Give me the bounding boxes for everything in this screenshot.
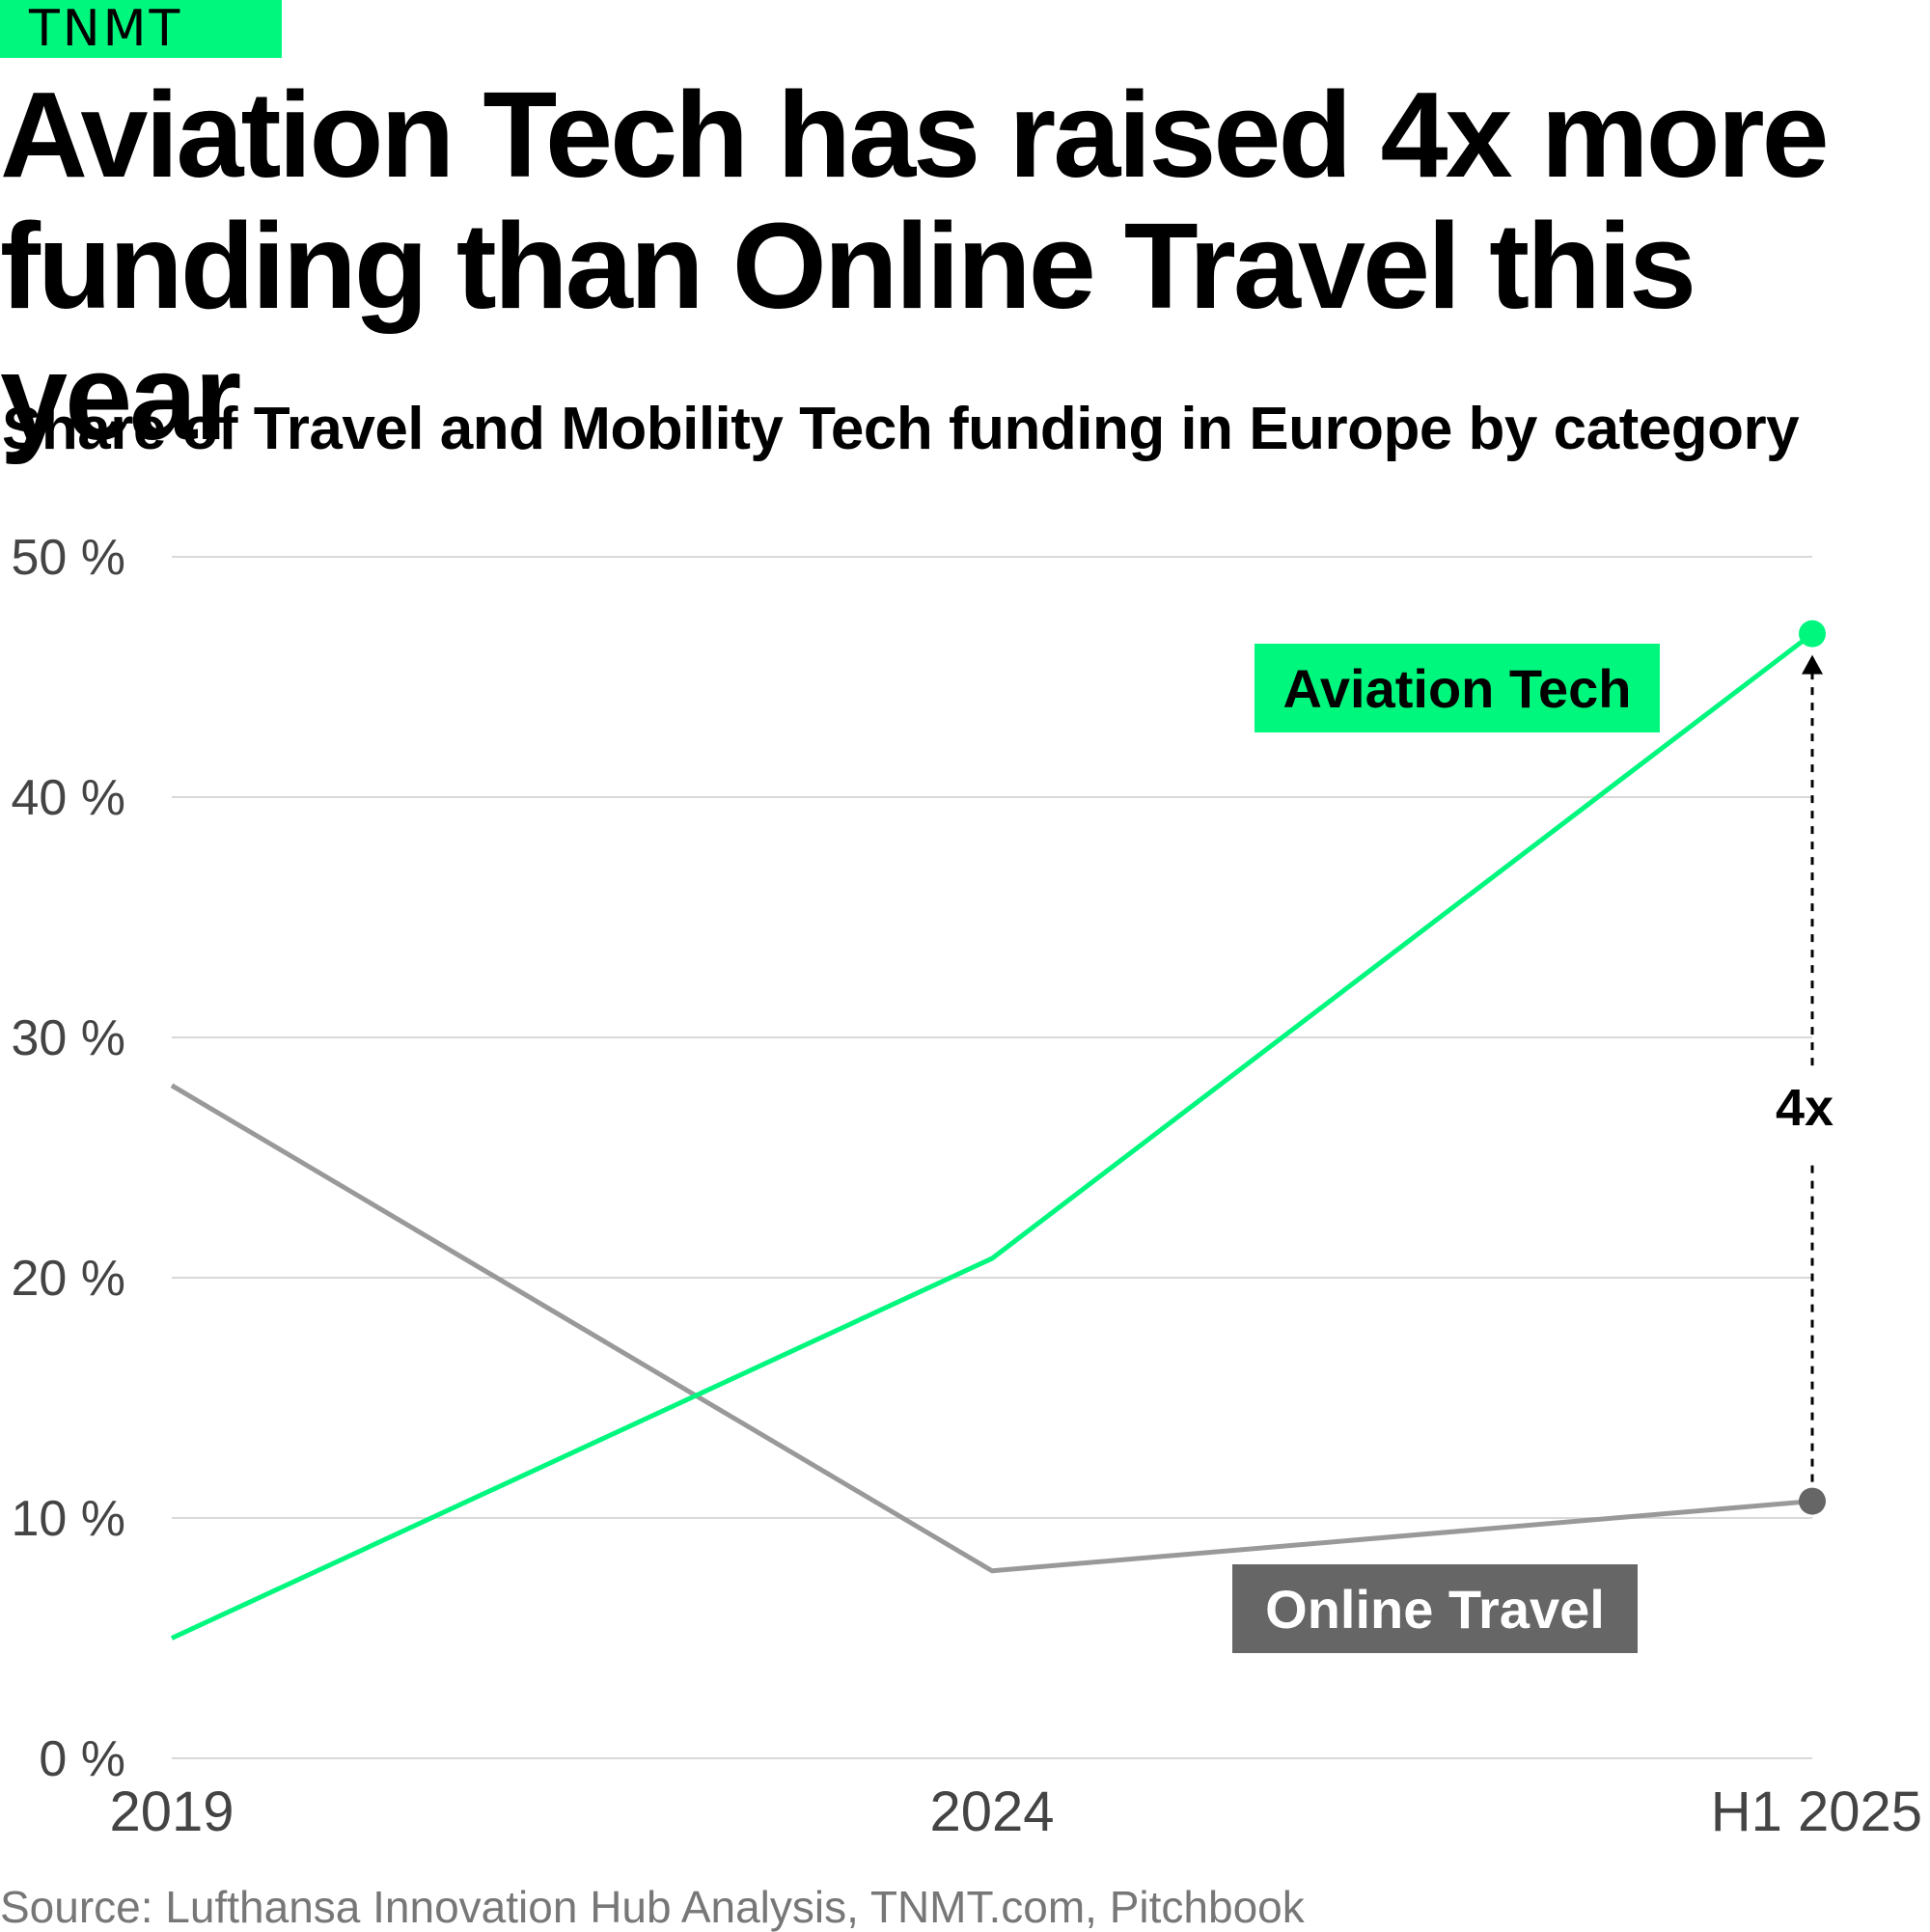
y-axis-ticks: 0 % 10 % 20 % 30 % 40 % 50 % <box>11 530 125 1787</box>
y-tick-label: 20 % <box>11 1251 125 1307</box>
y-tick-label: 0 % <box>39 1731 125 1787</box>
source-note: Source: Lufthansa Innovation Hub Analysi… <box>0 1882 1305 1932</box>
x-axis-ticks: 2019 2024 H1 2025 <box>109 1780 1922 1843</box>
series-lines <box>170 620 1826 1641</box>
chart-title: Aviation Tech has raised 4x more funding… <box>0 67 1830 465</box>
annotation-arrowhead <box>1802 654 1823 675</box>
series-label-box <box>1254 644 1660 732</box>
chart-subtitle: Share of Travel and Mobility Tech fundin… <box>2 396 1800 462</box>
x-tick-label: 2019 <box>109 1780 234 1843</box>
series-end-point <box>1799 1487 1826 1515</box>
x-tick-label: 2024 <box>929 1780 1054 1843</box>
series-line <box>170 631 1814 1641</box>
series-label-box <box>1232 1564 1638 1653</box>
series-label: Online Travel <box>1232 1564 1638 1653</box>
y-tick-label: 30 % <box>11 1010 125 1066</box>
series-labels: Aviation Tech Online Travel <box>1232 644 1660 1653</box>
gridlines <box>172 556 1812 1759</box>
series-label: Aviation Tech <box>1254 644 1660 732</box>
y-tick-label: 10 % <box>11 1491 125 1547</box>
ratio-annotation: 4x <box>1776 654 1834 1482</box>
y-tick-label: 50 % <box>11 530 125 586</box>
brand-logo: TNMT <box>0 0 282 58</box>
series-line <box>170 1083 1813 1574</box>
series-label-text: Aviation Tech <box>1283 658 1632 719</box>
annotation-label: 4x <box>1776 1079 1834 1137</box>
series-label-text: Online Travel <box>1265 1579 1605 1640</box>
y-tick-label: 40 % <box>11 770 125 826</box>
series-end-point <box>1799 620 1826 648</box>
x-tick-label: H1 2025 <box>1711 1780 1922 1843</box>
